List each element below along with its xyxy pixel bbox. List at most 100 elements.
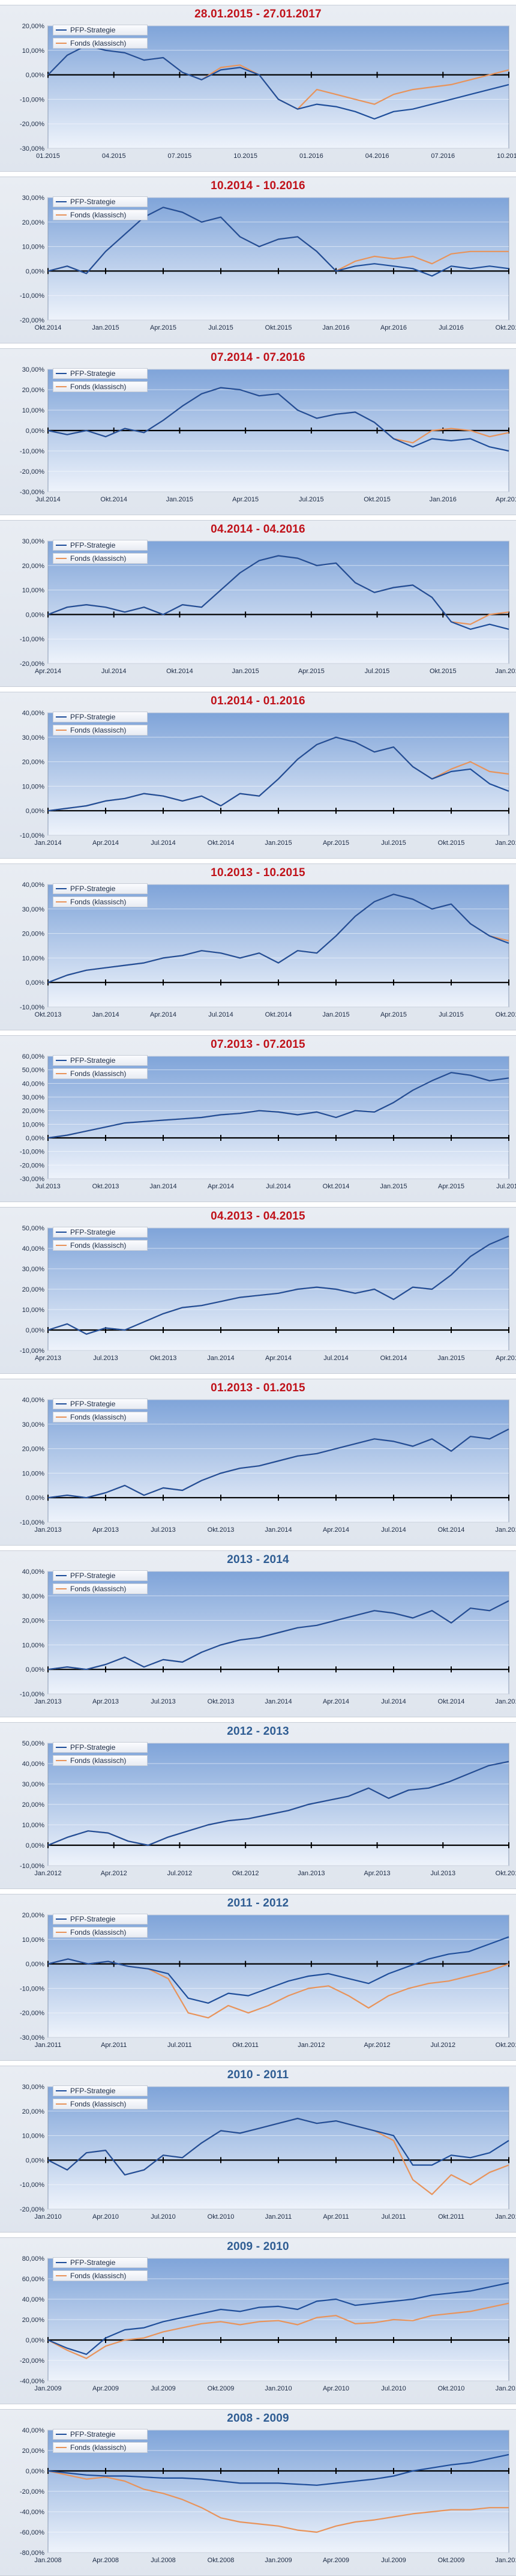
y-tick-label: 10,00% bbox=[22, 1822, 45, 1829]
chart-legend: PFP-Strategie Fonds (klassisch) bbox=[53, 1055, 148, 1079]
y-tick-label: -40,00% bbox=[20, 2509, 44, 2516]
x-tick-label: Apr.2014 bbox=[35, 668, 61, 675]
y-tick-label: 0,00% bbox=[26, 1961, 44, 1968]
x-tick-label: Jan.2015 bbox=[265, 839, 292, 847]
x-tick-label: Apr.2015 bbox=[298, 668, 325, 675]
legend-swatch-fund bbox=[56, 2103, 67, 2105]
y-tick-label: 20,00% bbox=[22, 2108, 45, 2115]
y-tick-label: -30,00% bbox=[20, 1176, 44, 1183]
x-tick-label: Jul.2013 bbox=[151, 1698, 176, 1705]
y-tick-label: 10,00% bbox=[22, 1937, 45, 1944]
x-tick-label: 07.2016 bbox=[431, 153, 455, 160]
x-tick-label: Okt.2009 bbox=[438, 2557, 465, 2564]
legend-item-strategy: PFP-Strategie bbox=[53, 1398, 148, 1409]
x-tick-label: Jul.2013 bbox=[35, 1183, 61, 1190]
x-tick-label: Jan.2012 bbox=[34, 1870, 61, 1877]
legend-label-strategy: PFP-Strategie bbox=[70, 2430, 116, 2438]
legend-item-fund: Fonds (klassisch) bbox=[53, 1240, 148, 1251]
legend-label-strategy: PFP-Strategie bbox=[70, 1743, 116, 1752]
legend-label-strategy: PFP-Strategie bbox=[70, 2258, 116, 2267]
legend-label-fund: Fonds (klassisch) bbox=[70, 1241, 127, 1250]
legend-swatch-strategy bbox=[56, 29, 67, 31]
y-tick-label: 40,00% bbox=[22, 1397, 45, 1404]
legend-swatch-fund bbox=[56, 43, 67, 44]
chart-panel: 01.2013 - 01.2015 40,00% 30,00% 20,00% 10,00… bbox=[0, 1379, 516, 1546]
legend-item-strategy: PFP-Strategie bbox=[53, 2085, 148, 2096]
y-tick-label: 20,00% bbox=[22, 2317, 45, 2324]
x-tick-label: Apr.2015 bbox=[496, 1355, 516, 1362]
y-tick-label: 20,00% bbox=[22, 387, 45, 394]
x-tick-label: 01.2015 bbox=[36, 153, 60, 160]
x-tick-label: 01.2016 bbox=[299, 153, 323, 160]
x-tick-label: Apr.2008 bbox=[92, 2557, 119, 2564]
legend-item-strategy: PFP-Strategie bbox=[53, 2257, 148, 2268]
legend-swatch-fund bbox=[56, 1588, 67, 1589]
y-tick-label: 30,00% bbox=[22, 906, 45, 913]
x-tick-label: Apr.2015 bbox=[380, 1011, 407, 1018]
legend-swatch-strategy bbox=[56, 1232, 67, 1233]
chart-title: 2012 - 2013 bbox=[227, 1725, 289, 1738]
chart-panel: 01.2014 - 01.2016 40,00% 30,00% 20,00% 10,00… bbox=[0, 692, 516, 859]
legend-swatch-strategy bbox=[56, 2262, 67, 2263]
x-tick-label: 10.2016 bbox=[497, 153, 516, 160]
x-tick-label: Apr.2014 bbox=[92, 839, 119, 847]
legend-item-fund: Fonds (klassisch) bbox=[53, 38, 148, 49]
x-tick-label: Okt.2015 bbox=[265, 324, 292, 331]
x-tick-label: Jul.2014 bbox=[381, 1698, 406, 1705]
x-tick-label: Jan.2014 bbox=[34, 839, 61, 847]
x-tick-label: Jan.2009 bbox=[265, 2557, 292, 2564]
y-tick-label: 10,00% bbox=[22, 587, 45, 594]
chart-legend: PFP-Strategie Fonds (klassisch) bbox=[53, 1570, 148, 1594]
series-line-strategy bbox=[47, 2454, 509, 2486]
y-tick-label: 60,00% bbox=[22, 2276, 45, 2283]
legend-item-strategy: PFP-Strategie bbox=[53, 1227, 148, 1238]
x-tick-label: 07.2015 bbox=[168, 153, 192, 160]
y-tick-label: 30,00% bbox=[22, 538, 45, 545]
chart-panel: 2012 - 2013 50,00% 40,00% 30,00% 20,00% 10,00… bbox=[0, 1722, 516, 1889]
series-line-strategy bbox=[47, 555, 509, 630]
legend-swatch-strategy bbox=[56, 2434, 67, 2435]
series-line-strategy bbox=[47, 387, 509, 452]
series-line-strategy bbox=[47, 1761, 509, 1846]
x-tick-label: Jan.2015 bbox=[92, 324, 119, 331]
y-tick-label: -10,00% bbox=[20, 96, 44, 103]
legend-item-fund: Fonds (klassisch) bbox=[53, 1583, 148, 1594]
x-tick-label: Apr.2014 bbox=[208, 1183, 234, 1190]
x-tick-label: Jan.2013 bbox=[298, 1870, 325, 1877]
legend-swatch-strategy bbox=[56, 201, 67, 202]
legend-item-fund: Fonds (klassisch) bbox=[53, 1755, 148, 1766]
y-tick-label: 10,00% bbox=[22, 407, 45, 414]
chart-legend: PFP-Strategie Fonds (klassisch) bbox=[53, 1742, 148, 1766]
y-tick-label: 0,00% bbox=[26, 2468, 44, 2475]
x-tick-label: Jan.2008 bbox=[34, 2557, 61, 2564]
x-tick-label: Okt.2014 bbox=[100, 496, 127, 503]
y-tick-label: 40,00% bbox=[22, 881, 45, 889]
y-tick-label: -10,00% bbox=[20, 448, 44, 455]
x-tick-label: Jul.2011 bbox=[167, 2042, 192, 2049]
x-tick-label: Jan.2013 bbox=[34, 1526, 61, 1534]
legend-label-fund: Fonds (klassisch) bbox=[70, 382, 127, 391]
chart-title: 07.2013 - 07.2015 bbox=[211, 1038, 305, 1051]
x-tick-label: Okt.2010 bbox=[208, 2213, 235, 2221]
series-line-fund bbox=[47, 2302, 509, 2359]
x-tick-label: Jan.2016 bbox=[495, 839, 516, 847]
legend-label-fund: Fonds (klassisch) bbox=[70, 39, 127, 47]
x-tick-label: Okt.2015 bbox=[364, 496, 391, 503]
y-tick-label: 10,00% bbox=[22, 1121, 45, 1128]
y-tick-label: 10,00% bbox=[22, 2133, 45, 2140]
chart-panel: 28.01.2015 - 27.01.2017 20,00% 10,00% 0,00%… bbox=[0, 5, 516, 172]
y-tick-label: -20,00% bbox=[20, 317, 44, 324]
x-tick-label: Okt.2016 bbox=[496, 324, 516, 331]
x-tick-label: Jul.2015 bbox=[299, 496, 324, 503]
x-tick-label: Okt.2014 bbox=[323, 1183, 350, 1190]
chart-svg: 30,00%20,00%10,00%0,00%-10,00%-20,00%Apr… bbox=[20, 538, 516, 675]
y-tick-label: 40,00% bbox=[22, 710, 45, 717]
legend-item-strategy: PFP-Strategie bbox=[53, 712, 148, 722]
y-tick-label: -40,00% bbox=[20, 2378, 44, 2385]
y-tick-label: 10,00% bbox=[22, 955, 45, 962]
x-tick-label: Apr.2009 bbox=[323, 2557, 349, 2564]
legend-label-strategy: PFP-Strategie bbox=[70, 2087, 116, 2095]
x-tick-label: Okt.2013 bbox=[35, 1011, 62, 1018]
legend-swatch-fund bbox=[56, 386, 67, 387]
chart-title: 01.2014 - 01.2016 bbox=[211, 695, 305, 707]
